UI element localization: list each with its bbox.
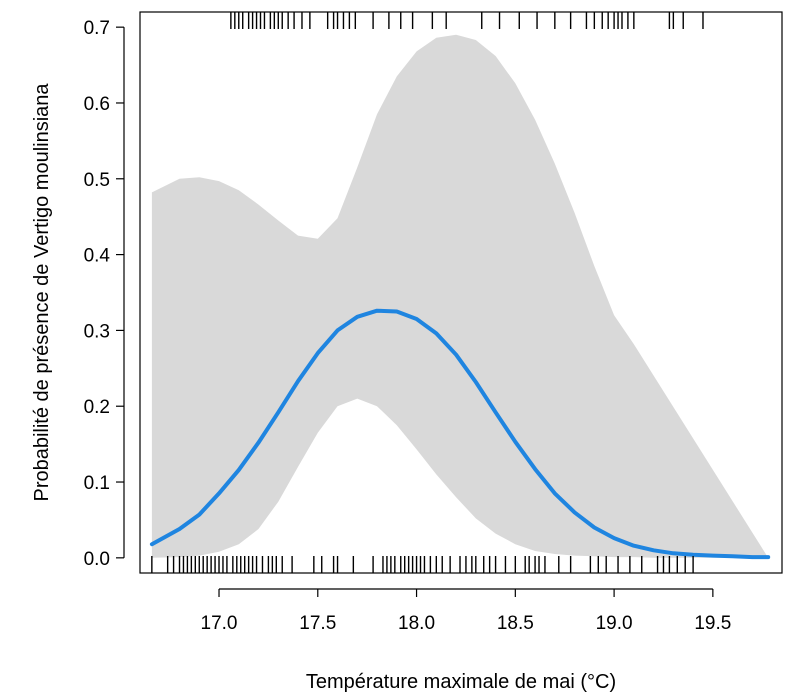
y-axis: 0.0 0.1 0.2 0.3 0.4 0.5 0.6 0.7 xyxy=(84,18,125,570)
y-tick-label: 0.2 xyxy=(84,397,110,418)
x-tick-label: 17.5 xyxy=(299,613,336,634)
x-tick-label: 18.0 xyxy=(398,613,435,634)
y-tick-label: 0.7 xyxy=(84,18,110,39)
confidence-band-layer xyxy=(151,34,769,558)
x-tick-label: 17.0 xyxy=(201,613,238,634)
y-tick-label: 0.6 xyxy=(84,94,110,115)
x-axis-title: Température maximale de mai (°C) xyxy=(306,671,616,693)
x-tick-label: 18.5 xyxy=(497,613,534,634)
y-axis-title: Probabilité de présence de Vertigo mouli… xyxy=(31,83,53,502)
y-tick-label: 0.4 xyxy=(84,246,111,267)
x-tick-label: 19.0 xyxy=(596,613,633,634)
fitted-curve-layer xyxy=(149,308,771,560)
rug-marks-layer xyxy=(151,12,704,573)
y-tick-label: 0.3 xyxy=(84,321,110,342)
fitted-curve xyxy=(149,308,771,560)
x-axis: 17.0 17.5 18.0 18.5 19.0 19.5 xyxy=(201,588,731,634)
plot-frame xyxy=(139,11,783,574)
y-tick-label: 0.5 xyxy=(84,170,110,191)
x-tick-label: 19.5 xyxy=(694,613,731,634)
confidence-band xyxy=(151,34,769,558)
y-tick-label: 0.1 xyxy=(84,473,110,494)
y-tick-label: 0.0 xyxy=(84,549,110,570)
